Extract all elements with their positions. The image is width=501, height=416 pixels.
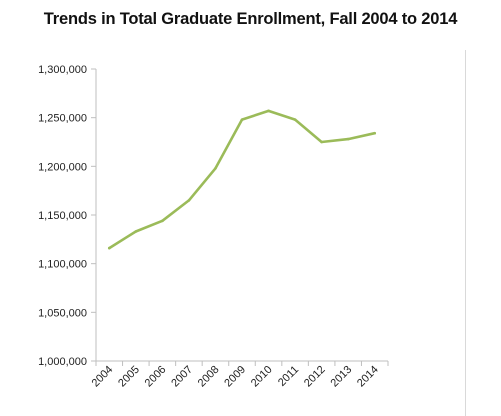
data-point	[214, 166, 217, 170]
y-axis-ticks: 1,000,000 1,050,000 1,100,000 1,150,000 1,20…	[38, 64, 96, 368]
data-point	[134, 230, 138, 233]
data-point	[320, 140, 323, 144]
x-tick-label: 2004	[90, 364, 116, 390]
x-tick-label: 2009	[222, 364, 248, 390]
x-tick-label: 2014	[355, 364, 381, 390]
y-tick-label: 1,250,000	[38, 113, 87, 125]
data-point	[293, 118, 297, 121]
series-layer	[107, 109, 377, 250]
x-axis-ticks: 2004 2005 2006 2007 2008 2009 2010 2011 2012 2013…	[90, 361, 389, 390]
data-point	[373, 131, 377, 135]
data-point	[240, 118, 244, 121]
x-tick-label: 2011	[276, 364, 301, 389]
x-tick-label: 2013	[329, 364, 355, 390]
x-tick-label: 2010	[249, 364, 275, 390]
data-point	[346, 137, 350, 141]
data-point	[187, 199, 191, 202]
y-tick-label: 1,200,000	[38, 161, 87, 173]
x-tick-label: 2006	[143, 364, 169, 390]
x-tick-label: 2005	[116, 364, 142, 390]
data-point	[107, 246, 111, 250]
y-tick-label: 1,300,000	[38, 64, 87, 76]
x-tick-label: 2007	[169, 364, 195, 390]
y-tick-label: 1,150,000	[38, 210, 87, 222]
series-line	[108, 109, 377, 250]
x-tick-label: 2008	[196, 364, 222, 390]
y-tick-label: 1,000,000	[38, 356, 87, 368]
data-point	[161, 219, 164, 223]
y-tick-label: 1,050,000	[38, 307, 87, 319]
chart-title: Trends in Total Graduate Enrollment, Fal…	[43, 10, 458, 28]
x-tick-label: 2012	[302, 364, 328, 390]
data-point	[267, 109, 270, 113]
y-tick-label: 1,100,000	[38, 259, 87, 271]
